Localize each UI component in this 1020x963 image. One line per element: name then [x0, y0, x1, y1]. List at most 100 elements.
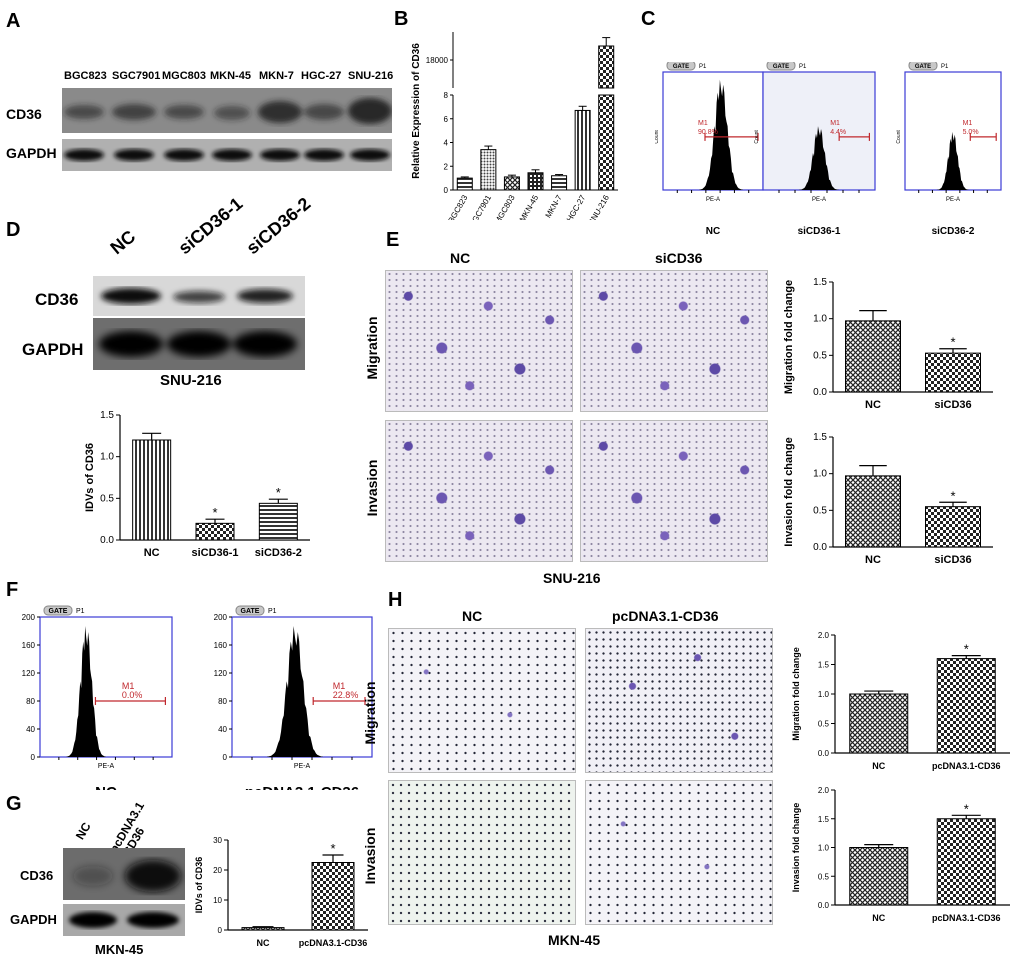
- marker-percent: 4.4%: [830, 129, 846, 136]
- gate-badge: [235, 605, 265, 616]
- bar: [574, 109, 591, 191]
- blot-row-label-cd36-g: CD36: [20, 868, 54, 883]
- row-label-migration-h: Migration: [362, 681, 378, 745]
- bar: [925, 352, 981, 393]
- micrograph-e-invasion-nc: [385, 420, 573, 562]
- micrograph-e-migration-sicd36: [580, 270, 768, 412]
- y-tick-label: 0.5: [813, 505, 827, 516]
- y-axis-label: Relative Expression of CD36: [411, 43, 422, 179]
- panel-label-b: B: [394, 8, 409, 30]
- y-tick-label: 0.0: [100, 535, 114, 546]
- marker-percent: 0.0%: [122, 690, 143, 700]
- y-axis-label: Migration fold change: [791, 647, 801, 741]
- y-tick-label: 1.0: [100, 452, 114, 463]
- blot-a-cd36: [62, 88, 392, 133]
- y-tick-label: 120: [214, 669, 228, 678]
- y-tick-label: 1.5: [818, 815, 830, 824]
- y-tick-label: 80: [26, 697, 35, 706]
- x-tick-label: pcDNA3.1-CD36: [299, 938, 368, 948]
- panel-label-a: A: [6, 10, 21, 32]
- x-tick-label: MGC803: [493, 193, 517, 220]
- x-axis-label: PE-A: [98, 763, 115, 770]
- x-tick-label: NC: [865, 554, 881, 566]
- bar: [598, 94, 615, 191]
- y-axis-label: IDVs of CD36: [194, 857, 204, 914]
- marker-name: M1: [333, 681, 346, 691]
- bar: [925, 506, 981, 548]
- bar: [551, 175, 568, 191]
- y-tick-label: 0.5: [813, 350, 827, 361]
- micrograph-h-migration-nc: [388, 628, 576, 773]
- x-tick-label: BGC823: [446, 193, 469, 220]
- panel-label-g: G: [6, 793, 22, 815]
- x-axis-label: PE-A: [706, 197, 720, 203]
- gate-label: GATE: [773, 64, 789, 70]
- bar: [241, 927, 285, 931]
- y-tick-label: 20: [213, 866, 222, 875]
- histogram: [936, 131, 970, 190]
- y-tick-label: 80: [218, 697, 227, 706]
- bar: [258, 502, 298, 541]
- y-tick-label: 0: [223, 753, 228, 762]
- significance-star: *: [330, 841, 335, 856]
- y-tick-label: 1.5: [818, 661, 830, 670]
- significance-star: *: [950, 335, 955, 350]
- chart-h-invasion: 0.0 0.5 1.0 1.5 2.0 NC * pcDNA3.1-CD36 Invasion …: [791, 786, 1010, 923]
- significance-star: *: [950, 488, 955, 503]
- cell-line-label-d: SNU-216: [160, 372, 222, 389]
- marker-percent: 5.0%: [963, 129, 979, 136]
- bar: [845, 320, 901, 393]
- panel-label-c: C: [641, 8, 656, 30]
- flow-f: GATEP1M10.0%PE-A04080120160200NCGATEP1M1…: [22, 605, 373, 790]
- population-label: P1: [268, 608, 277, 615]
- significance-star: *: [276, 485, 281, 500]
- x-tick-label: NC: [872, 761, 885, 771]
- blot-a-gapdh: [62, 139, 392, 171]
- row-label-invasion-h: Invasion: [362, 827, 378, 885]
- flow-plot: GATE P1 M1 5.0% PE-A Count siCD36-2: [896, 62, 1002, 237]
- significance-star: *: [212, 505, 217, 520]
- chart-d: 0.0 0.5 1.0 1.5 NC * siCD36-1 * siCD36-2 IDVs of …: [84, 410, 310, 559]
- marker-name: M1: [122, 681, 135, 691]
- y-tick-label: 40: [218, 725, 227, 734]
- y-tick-label: 4: [444, 139, 449, 148]
- bar: [845, 475, 901, 548]
- lane-label-hgc27: HGC-27: [301, 70, 342, 82]
- bar: [311, 862, 355, 931]
- y-tick-label: 0.5: [100, 493, 114, 504]
- chart-h-migration: 0.0 0.5 1.0 1.5 2.0 NC * pcDNA3.1-CD36 Migration…: [791, 631, 1010, 771]
- cell-line-label-e: SNU-216: [543, 570, 601, 586]
- lane-label-nc-d: NC: [106, 226, 140, 259]
- y-tick-label: 0.5: [818, 720, 830, 729]
- x-tick-label: MKN-7: [544, 193, 565, 220]
- col-label-pcdna-h: pcDNA3.1-CD36: [612, 608, 719, 624]
- y-tick-label: 0.0: [813, 387, 827, 398]
- y-tick-label: 0.0: [813, 542, 827, 553]
- x-tick-label: siCD36-1: [191, 547, 238, 559]
- y-tick-label: 1.5: [813, 432, 827, 443]
- micrograph-h-invasion-nc: [388, 780, 576, 925]
- micrograph-e-invasion-sicd36: [580, 420, 768, 562]
- x-tick-label: SGC7901: [468, 193, 494, 220]
- flow-caption: NC: [95, 784, 117, 790]
- bar: [849, 847, 909, 906]
- y-tick-label: 160: [214, 641, 228, 650]
- x-tick-label: NC: [257, 938, 270, 948]
- y-axis-label: Invasion fold change: [783, 437, 795, 546]
- gate-label: GATE: [49, 608, 68, 615]
- x-tick-label: siCD36: [934, 399, 971, 411]
- y-tick-label: 40: [26, 725, 35, 734]
- chart-b: 0 2 4 6 8 18000 Relative Expression of CD36 BGC…: [411, 32, 618, 220]
- gate-label: GATE: [241, 608, 260, 615]
- marker-percent: 90.8%: [698, 129, 718, 136]
- row-label-migration-e: Migration: [364, 316, 380, 380]
- y-tick-label: 200: [214, 613, 228, 622]
- x-tick-label: siCD36: [934, 554, 971, 566]
- lane-label-snu216: SNU-216: [348, 70, 394, 82]
- flow-caption: pcDNA3.1-CD36: [245, 784, 359, 790]
- y-axis-label: IDVs of CD36: [84, 443, 96, 512]
- lane-label-mkn7: MKN-7: [259, 70, 294, 82]
- y-tick-label: 0: [218, 926, 223, 935]
- histogram: [66, 626, 106, 757]
